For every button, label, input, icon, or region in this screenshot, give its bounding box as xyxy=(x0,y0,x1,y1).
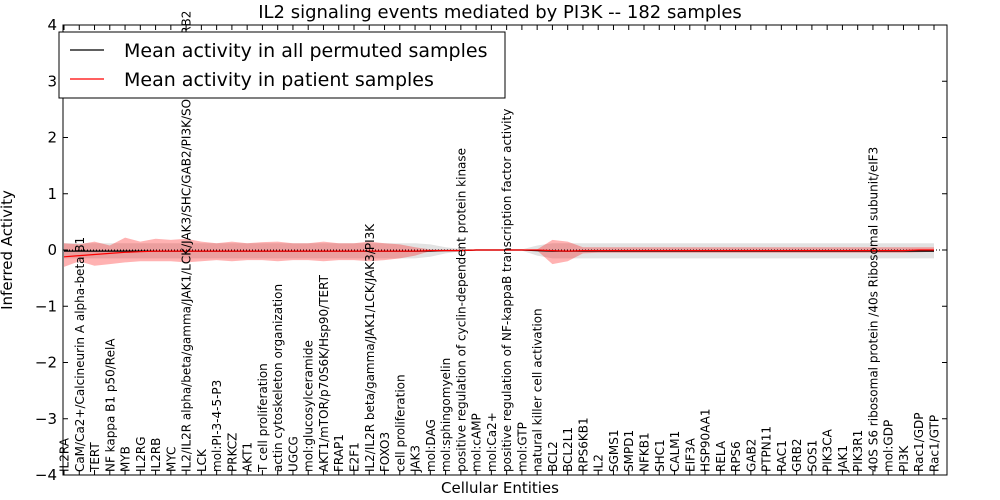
x-tick-label: PIK3CA xyxy=(821,428,835,472)
x-tick-label: RAC1 xyxy=(775,440,789,472)
x-tick-label: UGCG xyxy=(286,436,300,472)
x-tick-label: FOXO3 xyxy=(378,432,392,472)
x-tick-label: CaM/Ca2+/Calcineurin A alpha-beta B1 xyxy=(73,237,87,472)
x-tick-label: BCL2 xyxy=(546,441,560,472)
x-tick-label: PRKCZ xyxy=(225,433,239,472)
legend-box xyxy=(58,31,506,99)
x-tick-label: PIK3R1 xyxy=(851,430,865,472)
x-tick-label: TERT xyxy=(88,442,102,473)
x-tick-label: SOS1 xyxy=(805,440,819,472)
x-tick-label: BCL2L1 xyxy=(561,427,575,472)
x-tick-label: CALM1 xyxy=(668,431,682,472)
x-tick-label: NF kappa B1 p50/RelA xyxy=(103,338,117,472)
x-tick-label: 40S S6 ribosomal protein /40s Ribosomal … xyxy=(866,147,880,472)
x-tick-label: RPS6 xyxy=(729,441,743,472)
x-tick-label: actin cytoskeleton organization xyxy=(271,284,285,472)
x-tick-label: PI3K xyxy=(897,445,911,472)
y-axis: −4 −3 −2 −1 0 1 2 3 4 xyxy=(35,16,947,484)
x-tick-label: JAK3 xyxy=(409,445,423,473)
y-tick-label: 1 xyxy=(47,185,57,203)
y-tick-label: −3 xyxy=(35,410,57,428)
x-tick-label: mol:GDP xyxy=(882,420,896,472)
x-tick-label: IL2/IL2R beta/gamma/JAK1/LCK/JAK3/PI3K xyxy=(363,223,377,472)
x-tick-label: mol:GTP xyxy=(515,422,529,472)
series-lines xyxy=(63,249,947,258)
y-tick-label: 0 xyxy=(47,241,57,259)
y-tick-label: −4 xyxy=(35,466,57,484)
x-tick-label: mol:Ca2+ xyxy=(485,412,499,472)
legend: Mean activity in all permuted samples Me… xyxy=(58,31,506,99)
x-tick-label: cell proliferation xyxy=(393,374,407,472)
x-tick-label: positive regulation of cyclin-dependent … xyxy=(454,148,468,472)
x-tick-label: MYC xyxy=(164,447,178,472)
x-tick-label: RPS6KB1 xyxy=(576,417,590,472)
x-tick-label: GRB2 xyxy=(790,438,804,472)
y-tick-label: 3 xyxy=(47,72,57,90)
x-tick-label: IL2/IL2R alpha/beta/gamma/JAK1/LCK/JAK3/… xyxy=(180,11,194,472)
x-tick-label: E2F1 xyxy=(348,442,362,472)
x-tick-label: mol:DAG xyxy=(424,419,438,472)
x-tick-label: JAK1 xyxy=(836,445,850,473)
legend-label-patient: Mean activity in patient samples xyxy=(124,69,434,91)
y-tick-label: 2 xyxy=(47,129,57,147)
x-tick-label: IL2RB xyxy=(149,438,163,472)
x-tick-label: GAB2 xyxy=(744,439,758,472)
x-tick-label: mol:sphingomyelin xyxy=(439,358,453,472)
x-tick-label: AKT1/mTOR/p70S6K/Hsp90/TERT xyxy=(317,274,331,472)
x-tick-label: PTPN11 xyxy=(760,426,774,472)
x-tick-label: positive regulation of NF-kappaB transcr… xyxy=(500,109,514,472)
y-axis-label: Inferred Activity xyxy=(0,190,16,310)
x-tick-label: SHC1 xyxy=(653,439,667,472)
x-axis-label: Cellular Entities xyxy=(441,479,559,497)
x-tick-label: mol:cAMP xyxy=(470,413,484,472)
x-tick-label: LCK xyxy=(195,448,209,472)
x-axis: IL2RA CaM/Ca2+/Calcineurin A alpha-beta B… xyxy=(58,11,942,475)
y-tick-label: −2 xyxy=(35,354,57,372)
x-tick-label: Rac1/GDP xyxy=(912,412,926,471)
x-tick-label: SGMS1 xyxy=(607,429,621,472)
series-line-patient xyxy=(63,249,934,258)
y-tick-label: −1 xyxy=(35,297,57,315)
confidence-bands xyxy=(64,237,934,267)
x-tick-label: SMPD1 xyxy=(622,430,636,472)
x-tick-label: Rac1/GTP xyxy=(928,415,942,472)
x-tick-label: EIF3A xyxy=(683,437,697,472)
x-tick-label: mol:glucosylceramide xyxy=(302,340,316,472)
y-tick-label: 4 xyxy=(47,16,57,34)
x-tick-label: T cell proliferation xyxy=(256,363,270,473)
band-permuted xyxy=(64,243,934,259)
x-tick-label: MYB xyxy=(119,446,133,472)
x-tick-label: natural killer cell activation xyxy=(531,308,545,472)
legend-label-permuted: Mean activity in all permuted samples xyxy=(124,40,487,62)
x-tick-label: IL2 xyxy=(592,454,606,472)
chart-title: IL2 signaling events mediated by PI3K --… xyxy=(258,2,742,23)
x-tick-label: HSP90AA1 xyxy=(699,409,713,473)
x-tick-label: AKT1 xyxy=(241,442,255,472)
x-tick-label: FRAP1 xyxy=(332,434,346,472)
x-tick-label: mol:PI-3-4-5-P3 xyxy=(210,380,224,472)
x-tick-label: IL2RA xyxy=(58,437,72,472)
x-tick-label: NFKB1 xyxy=(638,432,652,472)
x-tick-label: RELA xyxy=(714,440,728,472)
x-tick-label: IL2RG xyxy=(134,436,148,472)
band-patient xyxy=(64,237,934,267)
